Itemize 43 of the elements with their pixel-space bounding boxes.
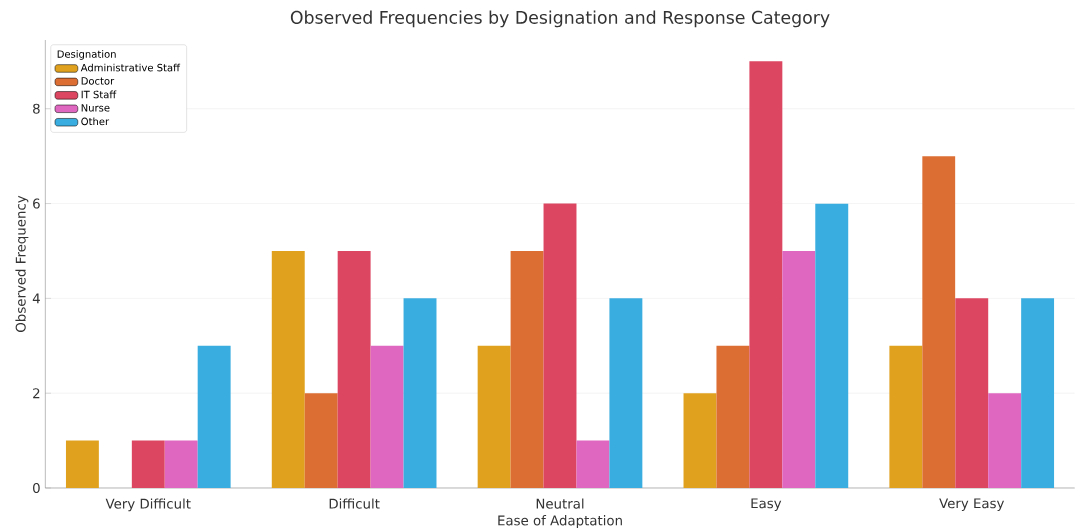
y-axis-title: Observed Frequency (15, 195, 29, 332)
bar (510, 250, 544, 488)
bar (609, 298, 643, 488)
bar (197, 345, 231, 488)
bar (922, 156, 956, 488)
bar (164, 440, 198, 488)
bar (543, 203, 577, 488)
x-tick-label: Easy (751, 498, 782, 511)
bar (955, 298, 989, 488)
y-tick-label: 6 (33, 198, 40, 209)
y-tick-label: 8 (33, 103, 40, 114)
bar (403, 298, 437, 488)
legend-label: IT Staff (81, 90, 117, 99)
bar (65, 440, 99, 488)
chart-title: Observed Frequencies by Designation and Response Category (290, 10, 830, 28)
y-tick-label: 0 (33, 482, 40, 494)
bar (477, 345, 511, 488)
bar (683, 393, 717, 488)
y-tick-label: 4 (32, 293, 40, 304)
bar (131, 440, 165, 488)
bar (889, 345, 923, 488)
bar (988, 393, 1022, 488)
legend-label: Nurse (81, 104, 110, 112)
bar (576, 440, 610, 488)
legend-label: Other (81, 117, 110, 126)
x-axis-title: Ease of Adaptation (498, 515, 622, 529)
x-tick-label: Very Easy (939, 498, 1005, 511)
bar (337, 250, 371, 488)
bar (716, 345, 750, 488)
legend-label: Doctor (81, 77, 115, 85)
bar (749, 61, 783, 488)
bar (304, 393, 338, 488)
bar (1021, 298, 1055, 488)
x-tick-label: Neutral (536, 498, 584, 509)
bar (782, 250, 816, 488)
x-tick-label: Difficult (329, 498, 380, 509)
legend-label: Administrative Staff (80, 63, 181, 72)
x-tick-label: Very Difficult (105, 498, 191, 512)
bar (815, 203, 849, 488)
bar (271, 250, 305, 488)
legend-title: Designation (57, 50, 116, 60)
bar (370, 345, 404, 488)
y-tick-label: 2 (33, 388, 40, 399)
